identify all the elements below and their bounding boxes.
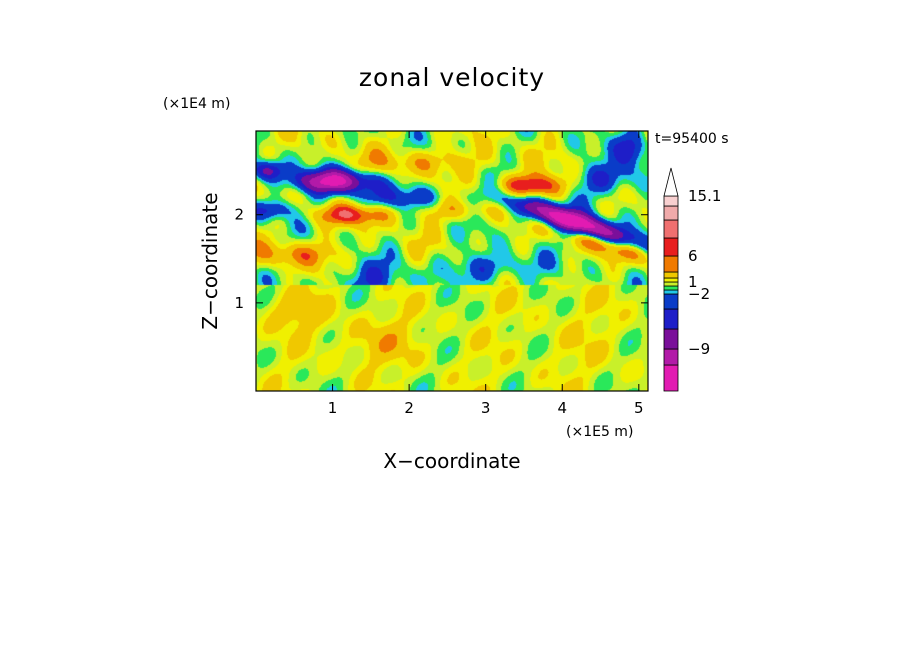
colorbar: 15.1 6 1−2 −9 [663, 167, 721, 392]
colorbar-segment [663, 348, 679, 366]
colorbar-tick-label: −2 [688, 285, 710, 303]
colorbar-segment [663, 271, 679, 279]
plot-frame [255, 130, 649, 392]
x-tick-label: 3 [481, 399, 491, 417]
colorbar-extend-arrow [663, 167, 679, 197]
y-tick-label: 2 [234, 206, 244, 224]
x-tick-label: 4 [557, 399, 567, 417]
colorbar-tick-label: 1 [688, 273, 698, 291]
x-axis-ticks: 1 2 3 4 5 [328, 131, 644, 417]
colorbar-segment [663, 195, 679, 207]
colorbar-segment [663, 293, 679, 310]
colorbar-segment [663, 205, 679, 221]
colorbar-segment [663, 219, 679, 239]
x-tick-label: 1 [328, 399, 338, 417]
colorbar-segment [663, 237, 679, 257]
y-axis-ticks: 12 [234, 206, 648, 312]
colorbar-segment [663, 281, 679, 287]
colorbar-tick-label: −9 [688, 340, 710, 358]
colorbar-tick-label: 6 [688, 247, 698, 265]
colorbar-segment [663, 364, 679, 392]
x-tick-label: 2 [404, 399, 414, 417]
plot-area [255, 130, 649, 392]
colorbar-segment [663, 289, 679, 295]
x-scale-label: (×1E5 m) [566, 424, 633, 440]
y-tick-label: 1 [234, 294, 244, 312]
chart-title: zonal velocity [359, 63, 545, 92]
time-label: t=95400 s [655, 131, 729, 147]
velocity-field [256, 131, 648, 391]
y-scale-label: (×1E4 m) [163, 96, 230, 112]
colorbar-segment [663, 277, 679, 283]
colorbar-segment [663, 285, 679, 291]
colorbar-segment [663, 308, 679, 330]
colorbar-segment [663, 328, 679, 350]
x-axis-title: X−coordinate [383, 449, 520, 473]
x-tick-label: 5 [634, 399, 644, 417]
colorbar-tick-label: 15.1 [688, 187, 721, 205]
y-axis-title: Z−coordinate [198, 192, 222, 329]
colorbar-segment [663, 255, 679, 273]
